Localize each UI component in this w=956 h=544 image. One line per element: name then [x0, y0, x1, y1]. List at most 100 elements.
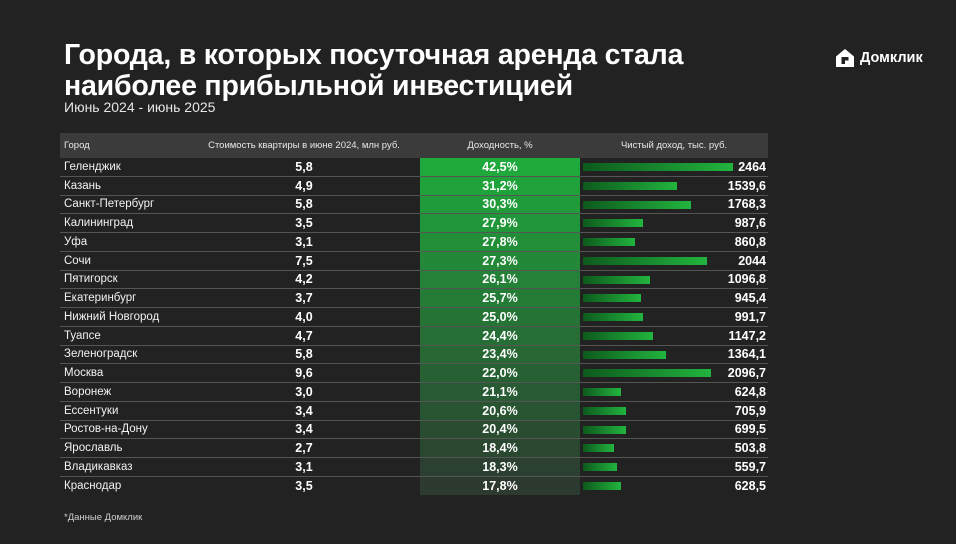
- income-cell: 503,8: [580, 438, 768, 458]
- income-bar: [583, 463, 618, 471]
- yield-cell: 42,5%: [420, 158, 580, 177]
- income-cell: 2096,7: [580, 363, 768, 383]
- yield-cell: 30,3%: [420, 195, 580, 215]
- table-row: Москва 9,6 22,0% 2096,7: [60, 363, 768, 383]
- price-cell: 4,7: [188, 326, 420, 346]
- price-cell: 3,0: [188, 382, 420, 402]
- income-cell: 624,8: [580, 382, 768, 402]
- income-cell: 699,5: [580, 420, 768, 440]
- city-cell: Казань: [60, 176, 188, 196]
- yield-cell: 26,1%: [420, 270, 580, 290]
- income-value-label: 2096,7: [727, 366, 766, 381]
- column-header-yield: Доходность, %: [467, 140, 533, 151]
- yield-cell: 21,1%: [420, 382, 580, 402]
- yield-cell: 20,6%: [420, 401, 580, 421]
- table-row: Нижний Новгород 4,0 25,0% 991,7: [60, 307, 768, 327]
- income-bar: [583, 294, 641, 303]
- income-value-label: 699,5: [734, 422, 766, 437]
- income-value-label: 991,7: [734, 309, 766, 324]
- income-bar: [583, 444, 614, 453]
- data-source-footnote: *Данные Домклик: [64, 512, 143, 523]
- table-row: Ярославль 2,7 18,4% 503,8: [60, 438, 768, 458]
- table-row: Калининград 3,5 27,9% 987,6: [60, 213, 768, 233]
- column-header-income: Чистый доход, тыс. руб.: [620, 140, 728, 151]
- income-value-label: 705,9: [734, 403, 766, 418]
- income-value-label: 860,8: [734, 234, 766, 249]
- income-bar: [583, 219, 644, 228]
- brand-logo[interactable]: Домклик: [834, 47, 923, 69]
- yield-cell: 27,9%: [420, 213, 580, 233]
- city-cell: Уфа: [60, 232, 188, 252]
- price-cell: 7,5: [188, 251, 420, 271]
- city-cell: Калининград: [60, 213, 188, 233]
- price-cell: 3,1: [188, 232, 420, 252]
- city-cell: Москва: [60, 363, 188, 383]
- income-cell: 1539,6: [580, 176, 768, 196]
- price-cell: 2,7: [188, 438, 420, 458]
- income-cell: 1364,1: [580, 345, 768, 365]
- city-cell: Ессентуки: [60, 401, 188, 421]
- price-cell: 3,5: [188, 213, 420, 233]
- income-value-label: 1364,1: [727, 347, 766, 362]
- income-cell: 987,6: [580, 213, 768, 233]
- yield-cell: 17,8%: [420, 476, 580, 495]
- income-value-label: 945,4: [734, 291, 766, 306]
- income-value-label: 559,7: [734, 459, 766, 474]
- income-value-label: 1096,8: [727, 272, 766, 287]
- table-row: Зеленоградск 5,8 23,4% 1364,1: [60, 345, 768, 365]
- income-bar: [583, 313, 644, 321]
- income-bar: [583, 238, 636, 246]
- table-row: Краснодар 3,5 17,8% 628,5: [60, 476, 768, 495]
- income-value-label: 1768,3: [727, 197, 766, 212]
- price-cell: 4,0: [188, 307, 420, 327]
- city-cell: Зеленоградск: [60, 345, 188, 365]
- yield-cell: 24,4%: [420, 326, 580, 346]
- price-cell: 4,2: [188, 270, 420, 290]
- yield-cell: 23,4%: [420, 345, 580, 365]
- price-cell: 5,8: [188, 195, 420, 215]
- price-cell: 3,1: [188, 457, 420, 477]
- price-cell: 9,6: [188, 363, 420, 383]
- yield-cell: 18,4%: [420, 438, 580, 458]
- income-bar: [583, 369, 711, 378]
- price-cell: 4,9: [188, 176, 420, 196]
- income-cell: 860,8: [580, 232, 768, 252]
- city-cell: Геленджик: [60, 158, 188, 177]
- city-cell: Екатеринбург: [60, 288, 188, 308]
- city-cell: Пятигорск: [60, 270, 188, 290]
- city-cell: Владикавказ: [60, 457, 188, 477]
- city-cell: Санкт-Петербург: [60, 195, 188, 215]
- table-row: Владикавказ 3,1 18,3% 559,7: [60, 457, 768, 477]
- income-cell: 991,7: [580, 307, 768, 327]
- table-row: Ростов-на-Дону 3,4 20,4% 699,5: [60, 420, 768, 440]
- city-cell: Туапсе: [60, 326, 188, 346]
- table-row: Пятигорск 4,2 26,1% 1096,8: [60, 270, 768, 290]
- brand-name: Домклик: [860, 50, 923, 66]
- city-cell: Ярославль: [60, 438, 188, 458]
- price-cell: 3,4: [188, 420, 420, 440]
- price-cell: 3,4: [188, 401, 420, 421]
- income-value-label: 987,6: [734, 216, 766, 231]
- page-title: Города, в которых посуточная аренда стал…: [64, 39, 684, 102]
- income-cell: 1096,8: [580, 270, 768, 290]
- income-bar: [583, 181, 677, 190]
- table-row: Уфа 3,1 27,8% 860,8: [60, 232, 768, 252]
- city-cell: Воронеж: [60, 382, 188, 402]
- table-header-row: Город Стоимость квартиры в июне 2024, мл…: [60, 133, 768, 158]
- yield-cell: 25,0%: [420, 307, 580, 327]
- table-row: Санкт-Петербург 5,8 30,3% 1768,3: [60, 195, 768, 215]
- domclick-house-logo-icon: [836, 49, 854, 67]
- city-cell: Краснодар: [64, 479, 122, 492]
- income-bar: [583, 388, 622, 396]
- income-cell: 2044: [580, 251, 768, 271]
- income-cell: 628,5: [580, 476, 768, 494]
- income-value-label: 624,8: [734, 384, 766, 399]
- city-cell: Сочи: [60, 251, 188, 271]
- income-value-label: 503,8: [734, 441, 766, 456]
- yield-cell: 27,3%: [420, 251, 580, 271]
- table-row: Ессентуки 3,4 20,6% 705,9: [60, 401, 768, 421]
- yield-cell: 22,0%: [420, 363, 580, 383]
- income-cell: 945,4: [580, 288, 768, 308]
- income-value-label: 628,5: [734, 478, 766, 493]
- income-cell: 1768,3: [580, 195, 768, 215]
